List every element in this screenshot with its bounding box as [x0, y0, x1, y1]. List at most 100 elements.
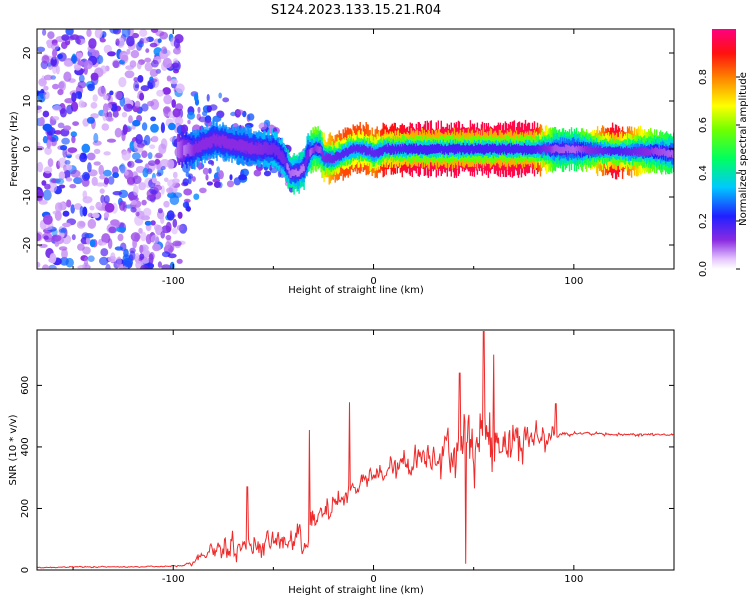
noise-speckle — [131, 32, 140, 39]
noise-speckle — [121, 29, 131, 38]
noise-speckle — [37, 46, 46, 53]
noise-speckle — [142, 37, 150, 44]
noise-speckle — [206, 94, 210, 102]
ridge-cell — [450, 144, 452, 153]
noise-speckle — [134, 159, 143, 164]
ridge-cell — [444, 144, 446, 152]
noise-speckle — [138, 182, 146, 191]
noise-speckle — [150, 116, 157, 122]
ridge-cell — [487, 146, 490, 154]
ridge-cell — [641, 147, 644, 156]
ridge-cell — [581, 145, 584, 152]
ridge-cell — [469, 144, 472, 154]
ridge-cell — [393, 146, 395, 155]
noise-speckle — [160, 46, 168, 54]
noise-speckle — [145, 234, 152, 245]
ridge-cell — [378, 147, 380, 157]
ridge-cell — [473, 146, 476, 154]
noise-speckle — [59, 256, 69, 266]
ridge-cell — [464, 146, 467, 154]
noise-speckle — [101, 233, 111, 244]
ridge-cell — [267, 143, 269, 155]
heatmap-ridge-layer — [177, 119, 674, 195]
ridge-cell — [459, 145, 462, 153]
ridge-cell — [416, 145, 418, 154]
ridge-cell — [178, 141, 180, 158]
noise-speckle — [138, 227, 143, 234]
noise-speckle — [112, 110, 119, 118]
noise-speckle — [135, 252, 140, 261]
noise-speckle — [187, 111, 195, 120]
noise-speckle — [98, 241, 107, 246]
ridge-cell — [662, 149, 664, 156]
ridge-cell — [375, 149, 377, 156]
ridge-cell — [474, 143, 477, 153]
ridge-cell — [207, 137, 209, 147]
noise-speckle — [154, 158, 160, 165]
noise-speckle — [42, 135, 49, 144]
snr-x-tick-label: 0 — [370, 574, 376, 585]
noise-speckle — [46, 139, 51, 150]
ridge-cell — [350, 145, 352, 154]
ridge-cell — [521, 145, 524, 156]
ridge-cell — [558, 146, 561, 154]
ridge-cell — [493, 143, 496, 152]
noise-speckle — [172, 192, 183, 199]
noise-speckle — [102, 110, 107, 122]
noise-speckle — [141, 257, 150, 264]
noise-speckle — [86, 152, 96, 161]
ridge-cell — [394, 144, 396, 152]
noise-speckle — [107, 176, 115, 185]
ridge-cell — [609, 146, 612, 157]
ridge-cell — [367, 148, 369, 156]
ridge-cell — [259, 144, 261, 155]
ridge-cell — [237, 141, 239, 151]
ridge-cell — [592, 148, 595, 155]
noise-speckle — [99, 174, 106, 180]
ridge-cell — [242, 140, 244, 152]
noise-speckle — [152, 243, 161, 252]
noise-speckle — [150, 234, 160, 244]
ridge-cell — [578, 146, 581, 153]
ridge-cell — [608, 145, 611, 154]
noise-speckle — [37, 105, 42, 110]
noise-speckle — [58, 171, 66, 181]
ridge-cell — [315, 143, 317, 152]
ridge-cell — [611, 147, 614, 154]
noise-speckle — [47, 158, 54, 168]
ridge-cell — [628, 147, 631, 156]
ridge-cell — [303, 166, 305, 172]
ridge-cell — [212, 134, 214, 144]
ridge-cell — [549, 145, 552, 153]
noise-speckle — [103, 169, 112, 177]
ridge-cell — [568, 145, 571, 153]
noise-speckle — [121, 54, 128, 62]
noise-speckle — [172, 178, 180, 184]
noise-speckle — [90, 113, 99, 119]
ridge-cell — [638, 147, 641, 155]
noise-speckle — [143, 207, 152, 217]
ridge-cell — [533, 145, 536, 154]
ridge-cell — [525, 145, 528, 153]
ridge-cell — [392, 145, 394, 155]
noise-speckle — [142, 167, 149, 178]
noise-speckle — [75, 91, 83, 99]
ridge-cell — [646, 147, 648, 155]
ridge-cell — [515, 143, 518, 153]
ridge-cell — [358, 144, 360, 152]
noise-speckle — [165, 241, 171, 250]
ridge-cell — [384, 144, 386, 152]
ridge-cell — [256, 146, 258, 155]
noise-speckle — [52, 105, 62, 112]
ridge-cell — [264, 141, 266, 154]
ridge-cell — [453, 144, 456, 155]
ridge-cell — [462, 142, 465, 153]
noise-speckle — [96, 54, 104, 65]
noise-speckle — [213, 181, 221, 189]
noise-speckle — [37, 161, 44, 173]
noise-speckle — [142, 249, 151, 258]
ridge-cell — [539, 145, 542, 155]
ridge-cell — [417, 145, 419, 155]
snr-x-tick-label: -100 — [162, 574, 185, 585]
